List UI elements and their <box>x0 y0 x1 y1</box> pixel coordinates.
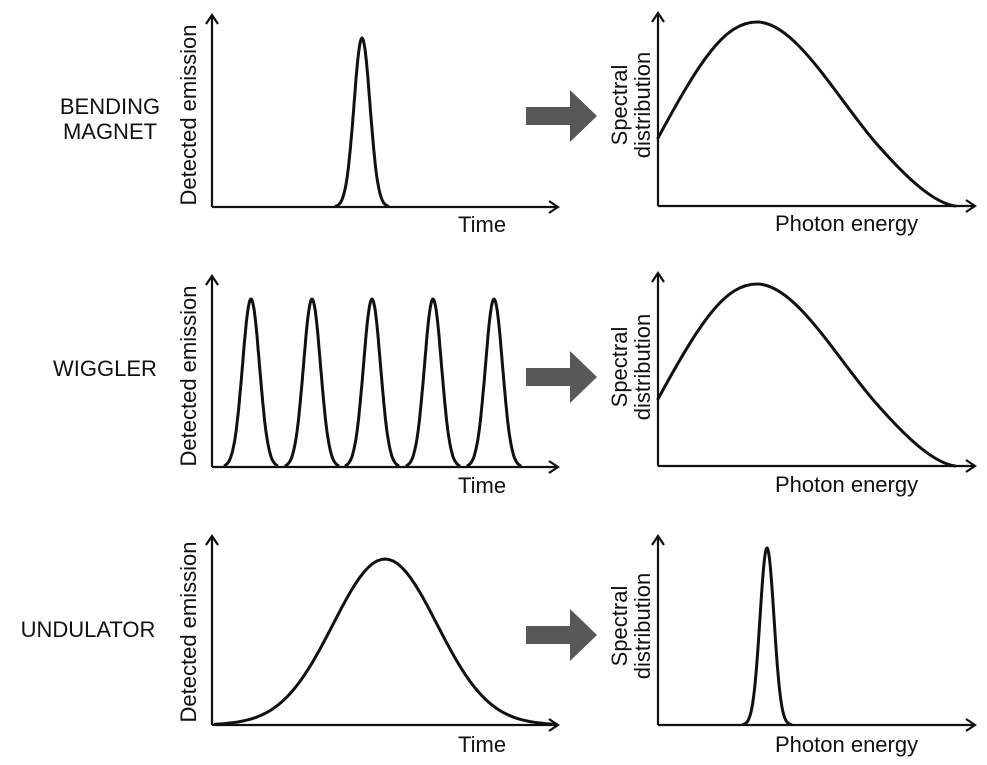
emission-pulse <box>284 297 340 467</box>
spec-y-label-line-1: Spectral <box>607 65 632 146</box>
row-bending-magnet: BENDING MAGNET Time Detected emission Ph… <box>60 11 977 237</box>
emission-pulse <box>223 297 279 467</box>
spectrum-plot: Photon energy Spectral distribution <box>607 271 977 497</box>
time-y-label: Detected emission <box>176 25 201 206</box>
emission-pulse <box>213 557 557 726</box>
right-arrow-icon <box>526 609 597 661</box>
time-x-label: Time <box>458 473 506 498</box>
right-arrow-icon <box>526 351 597 403</box>
emission-pulse <box>405 297 461 467</box>
row-wiggler: WIGGLER Time Detected emission Photon en… <box>53 271 977 498</box>
row-label-line-2: MAGNET <box>63 119 157 144</box>
spec-x-axis-arrowhead <box>965 718 977 732</box>
right-arrow-icon <box>526 90 597 142</box>
time-y-axis-arrowhead <box>205 534 219 546</box>
time-x-axis-arrowhead <box>548 718 560 732</box>
time-y-label: Detected emission <box>176 286 201 467</box>
time-plot: Time Detected emission <box>176 13 560 237</box>
emission-pulse <box>334 36 390 208</box>
spec-y-axis-arrowhead <box>651 534 665 546</box>
spec-y-axis-arrowhead <box>651 11 665 23</box>
time-plot: Time Detected emission <box>176 534 560 757</box>
spec-y-label-line-2: distribution <box>630 573 655 679</box>
spec-x-axis-arrowhead <box>965 199 977 213</box>
spec-x-label: Photon energy <box>775 732 918 757</box>
spectral-curve <box>656 282 957 468</box>
spec-y-label-line-2: distribution <box>630 52 655 158</box>
time-plot: Time Detected emission <box>176 274 560 498</box>
spectral-curve <box>656 20 957 208</box>
spec-y-axis-arrowhead <box>651 271 665 283</box>
row-label: UNDULATOR <box>21 617 156 642</box>
spec-x-axis-arrowhead <box>965 459 977 473</box>
spec-x-label: Photon energy <box>775 211 918 236</box>
time-x-axis-arrowhead <box>548 460 560 474</box>
spec-y-label-line-1: Spectral <box>607 586 632 667</box>
time-x-axis-arrowhead <box>548 200 560 214</box>
spectrum-plot: Photon energy Spectral distribution <box>607 534 977 757</box>
spec-y-label-line-2: distribution <box>630 314 655 420</box>
emission-pulse <box>466 297 522 467</box>
time-x-label: Time <box>458 212 506 237</box>
spectrum-plot: Photon energy Spectral distribution <box>607 11 977 236</box>
time-y-label: Detected emission <box>176 542 201 723</box>
spec-y-label-line-1: Spectral <box>607 327 632 408</box>
time-y-axis-arrowhead <box>205 274 219 286</box>
time-x-label: Time <box>458 732 506 757</box>
row-label: WIGGLER <box>53 356 157 381</box>
spec-x-label: Photon energy <box>775 472 918 497</box>
spectral-curve <box>741 546 793 726</box>
time-y-axis-arrowhead <box>205 13 219 25</box>
row-undulator: UNDULATOR Time Detected emission Photon … <box>21 534 977 757</box>
row-label-line-1: BENDING <box>60 94 160 119</box>
emission-pulse <box>344 297 400 467</box>
